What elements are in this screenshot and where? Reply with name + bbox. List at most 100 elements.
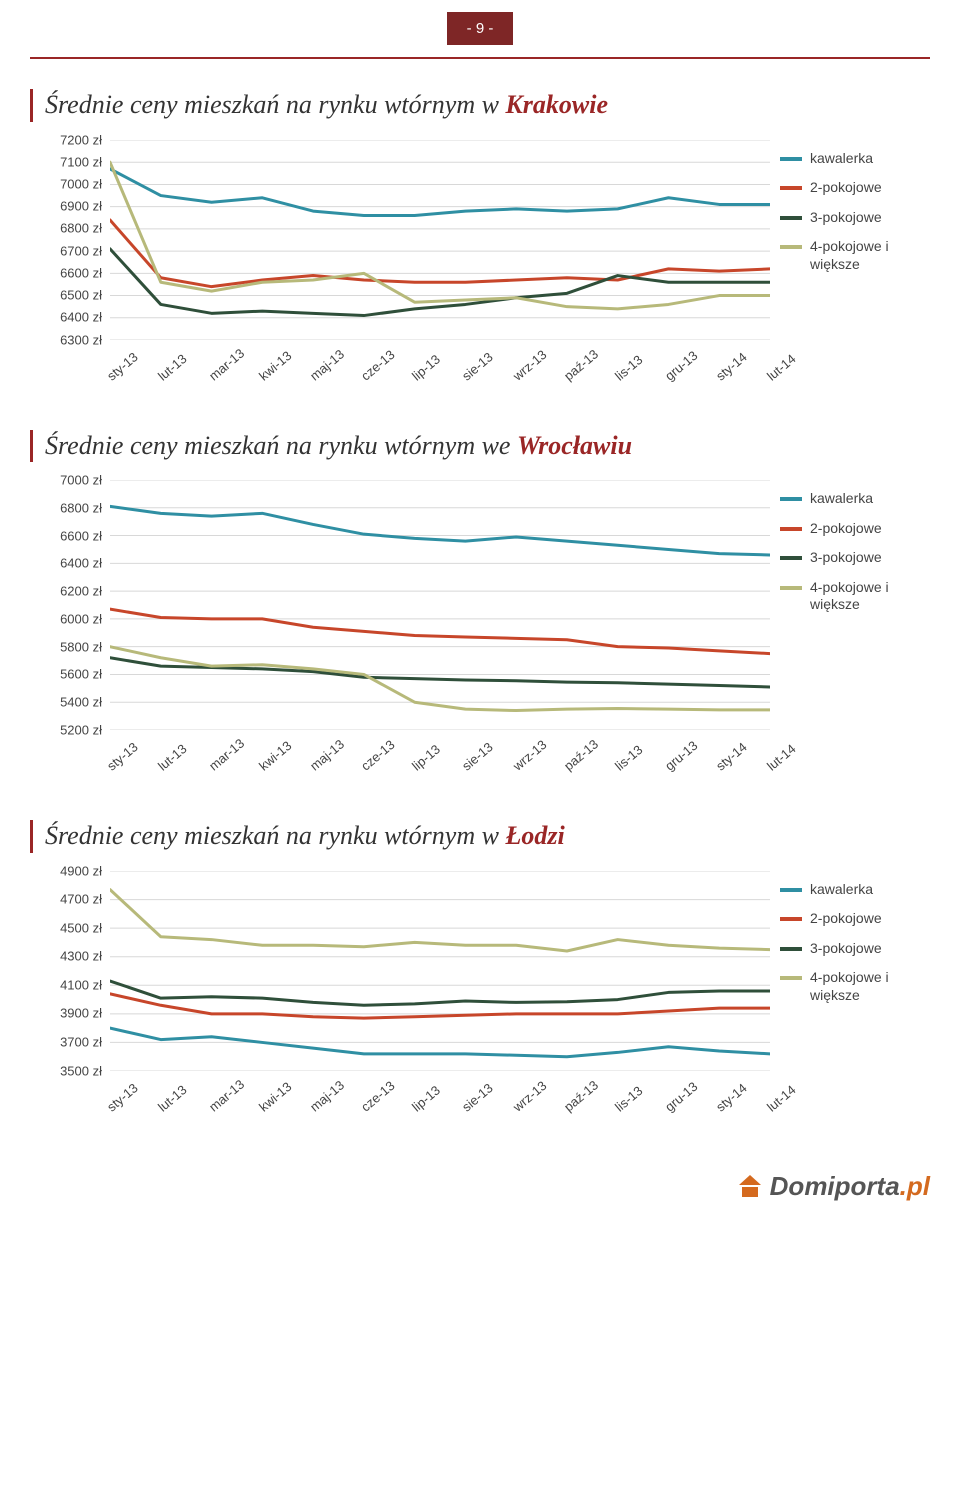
y-axis-label: 4700 zł — [22, 892, 102, 907]
page-number: - 9 - — [447, 12, 514, 45]
legend-item: 4-pokojowe i większe — [780, 579, 930, 614]
y-axis-label: 6600 zł — [22, 265, 102, 280]
x-axis-labels: sty-13lut-13mar-13kwi-13maj-13cze-13lip-… — [110, 738, 770, 780]
legend-label: 3-pokojowe — [810, 549, 882, 567]
y-axis-label: 3700 zł — [22, 1034, 102, 1049]
y-axis-label: 5600 zł — [22, 667, 102, 682]
x-axis-label: sty-13 — [104, 1080, 141, 1114]
legend-label: kawalerka — [810, 490, 873, 508]
x-axis-label: sie-13 — [459, 739, 496, 773]
legend-label: 2-pokojowe — [810, 520, 882, 538]
y-axis-label: 6400 zł — [22, 556, 102, 571]
x-axis-label: mar-13 — [206, 1076, 247, 1114]
chart-title-city: Wrocławiu — [517, 431, 632, 460]
chart-legend: kawalerka 2-pokojowe 3-pokojowe 4-pokojowe … — [780, 140, 930, 286]
legend-label: 2-pokojowe — [810, 910, 882, 928]
x-axis-label: sty-14 — [713, 1080, 750, 1114]
chart-title: Średnie ceny mieszkań na rynku wtórnym w… — [45, 820, 930, 853]
legend-item: 2-pokojowe — [780, 520, 930, 538]
series-line — [110, 168, 770, 215]
legend-item: 4-pokojowe i większe — [780, 969, 930, 1004]
x-axis-label: lut-13 — [155, 1082, 190, 1114]
legend-label: 4-pokojowe i większe — [810, 238, 930, 273]
chart-row: 7200 zł7100 zł7000 zł6900 zł6800 zł6700 … — [30, 140, 930, 390]
x-axis-label: lut-14 — [764, 741, 799, 773]
y-axis-labels: 4900 zł4700 zł4500 zł4300 zł4100 zł3900 … — [30, 871, 110, 1071]
legend-item: 3-pokojowe — [780, 549, 930, 567]
chart-title-city: Krakowie — [505, 90, 608, 119]
x-axis-label: lut-14 — [764, 351, 799, 383]
legend-item: 2-pokojowe — [780, 179, 930, 197]
legend-item: kawalerka — [780, 881, 930, 899]
y-axis-label: 5200 zł — [22, 723, 102, 738]
chart-plot — [110, 140, 770, 340]
x-axis-label: mar-13 — [206, 736, 247, 774]
y-axis-label: 6400 zł — [22, 310, 102, 325]
y-axis-label: 6800 zł — [22, 500, 102, 515]
chart-block: Średnie ceny mieszkań na rynku wtórnym w… — [30, 820, 930, 1121]
x-axis-label: maj-13 — [307, 346, 347, 383]
legend-swatch — [780, 527, 802, 531]
legend-swatch — [780, 888, 802, 892]
chart-legend: kawalerka 2-pokojowe 3-pokojowe 4-pokojowe … — [780, 871, 930, 1017]
x-axis-label: sty-14 — [713, 349, 750, 383]
y-axis-labels: 7000 zł6800 zł6600 zł6400 zł6200 zł6000 … — [30, 480, 110, 730]
x-axis-label: lut-13 — [155, 741, 190, 773]
x-axis-label: cze-13 — [358, 1077, 398, 1114]
legend-swatch — [780, 556, 802, 560]
y-axis-label: 7000 zł — [22, 176, 102, 191]
chart-block: Średnie ceny mieszkań na rynku wtórnym w… — [30, 430, 930, 781]
legend-item: 3-pokojowe — [780, 940, 930, 958]
legend-item: 3-pokojowe — [780, 209, 930, 227]
x-axis-label: gru-13 — [662, 738, 700, 774]
legend-label: 2-pokojowe — [810, 179, 882, 197]
chart-legend: kawalerka 2-pokojowe 3-pokojowe 4-pokojowe … — [780, 480, 930, 626]
x-axis-label: paź-13 — [561, 1077, 601, 1114]
x-axis-label: lut-13 — [155, 351, 190, 383]
legend-label: kawalerka — [810, 150, 873, 168]
x-axis-label: kwi-13 — [256, 738, 294, 774]
chart-area: 4900 zł4700 zł4500 zł4300 zł4100 zł3900 … — [30, 871, 770, 1121]
footer-tld: .pl — [900, 1171, 930, 1201]
x-axis-label: paź-13 — [561, 346, 601, 383]
y-axis-label: 4900 zł — [22, 863, 102, 878]
x-axis-labels: sty-13lut-13mar-13kwi-13maj-13cze-13lip-… — [110, 348, 770, 390]
y-axis-label: 3500 zł — [22, 1063, 102, 1078]
series-line — [110, 889, 770, 950]
y-axis-label: 7000 zł — [22, 473, 102, 488]
legend-item: 2-pokojowe — [780, 910, 930, 928]
x-axis-label: lis-13 — [612, 352, 645, 383]
legend-swatch — [780, 947, 802, 951]
chart-title: Średnie ceny mieszkań na rynku wtórnym w… — [45, 89, 930, 122]
legend-swatch — [780, 497, 802, 501]
y-axis-label: 6200 zł — [22, 584, 102, 599]
y-axis-label: 7200 zł — [22, 132, 102, 147]
y-axis-label: 6300 zł — [22, 332, 102, 347]
y-axis-label: 4300 zł — [22, 949, 102, 964]
y-axis-label: 7100 zł — [22, 154, 102, 169]
x-axis-label: lut-14 — [764, 1082, 799, 1114]
y-axis-labels: 7200 zł7100 zł7000 zł6900 zł6800 zł6700 … — [30, 140, 110, 340]
chart-plot — [110, 871, 770, 1071]
legend-swatch — [780, 586, 802, 590]
x-axis-label: sie-13 — [459, 1080, 496, 1114]
x-axis-label: mar-13 — [206, 345, 247, 383]
legend-swatch — [780, 976, 802, 980]
chart-row: 4900 zł4700 zł4500 zł4300 zł4100 zł3900 … — [30, 871, 930, 1121]
legend-swatch — [780, 245, 802, 249]
y-axis-label: 3900 zł — [22, 1006, 102, 1021]
chart-block: Średnie ceny mieszkań na rynku wtórnym w… — [30, 89, 930, 390]
y-axis-label: 5800 zł — [22, 639, 102, 654]
y-axis-label: 6600 zł — [22, 528, 102, 543]
top-rule — [30, 57, 930, 59]
x-axis-label: kwi-13 — [256, 347, 294, 383]
legend-swatch — [780, 917, 802, 921]
page-number-wrap: - 9 - — [0, 0, 960, 45]
y-axis-label: 6800 zł — [22, 221, 102, 236]
x-axis-label: wrz-13 — [510, 1077, 550, 1114]
y-axis-label: 4100 zł — [22, 977, 102, 992]
x-axis-label: lis-13 — [612, 1083, 645, 1114]
x-axis-label: gru-13 — [662, 347, 700, 383]
series-line — [110, 658, 770, 687]
footer-logo: Domiporta.pl — [0, 1161, 960, 1232]
